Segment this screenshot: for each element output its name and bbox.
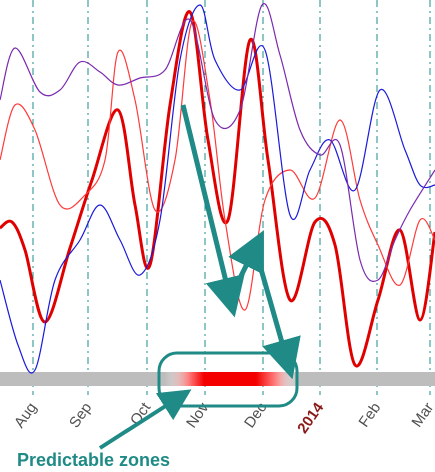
x-tick-label: Feb: [356, 400, 385, 431]
annotation-pointer-arrow: [98, 389, 192, 450]
predictable-zone-outline: [157, 351, 299, 408]
x-tick-label: Mar: [409, 400, 435, 431]
series-line-1: [0, 20, 435, 311]
x-tick-label: Sep: [66, 400, 95, 432]
series-line-0: [0, 10, 435, 368]
trend-arrows: [98, 104, 301, 450]
x-tick-label: Dec: [241, 399, 271, 431]
gridlines: [32, 0, 431, 395]
x-tick-label: 2014: [294, 399, 327, 437]
trend-arrow-down: [180, 104, 245, 318]
x-tick-label: Aug: [11, 400, 40, 432]
predictable-zone-highlight: [165, 372, 295, 386]
annotation-label: Predictable zones: [17, 450, 170, 470]
trend-arrow-up: [227, 230, 264, 300]
trend-arrow-down-2: [252, 247, 301, 380]
x-tick-label: Nov: [183, 399, 213, 431]
series-group: [0, 3, 435, 374]
series-line-2: [0, 4, 435, 374]
series-line-3: [0, 3, 435, 283]
